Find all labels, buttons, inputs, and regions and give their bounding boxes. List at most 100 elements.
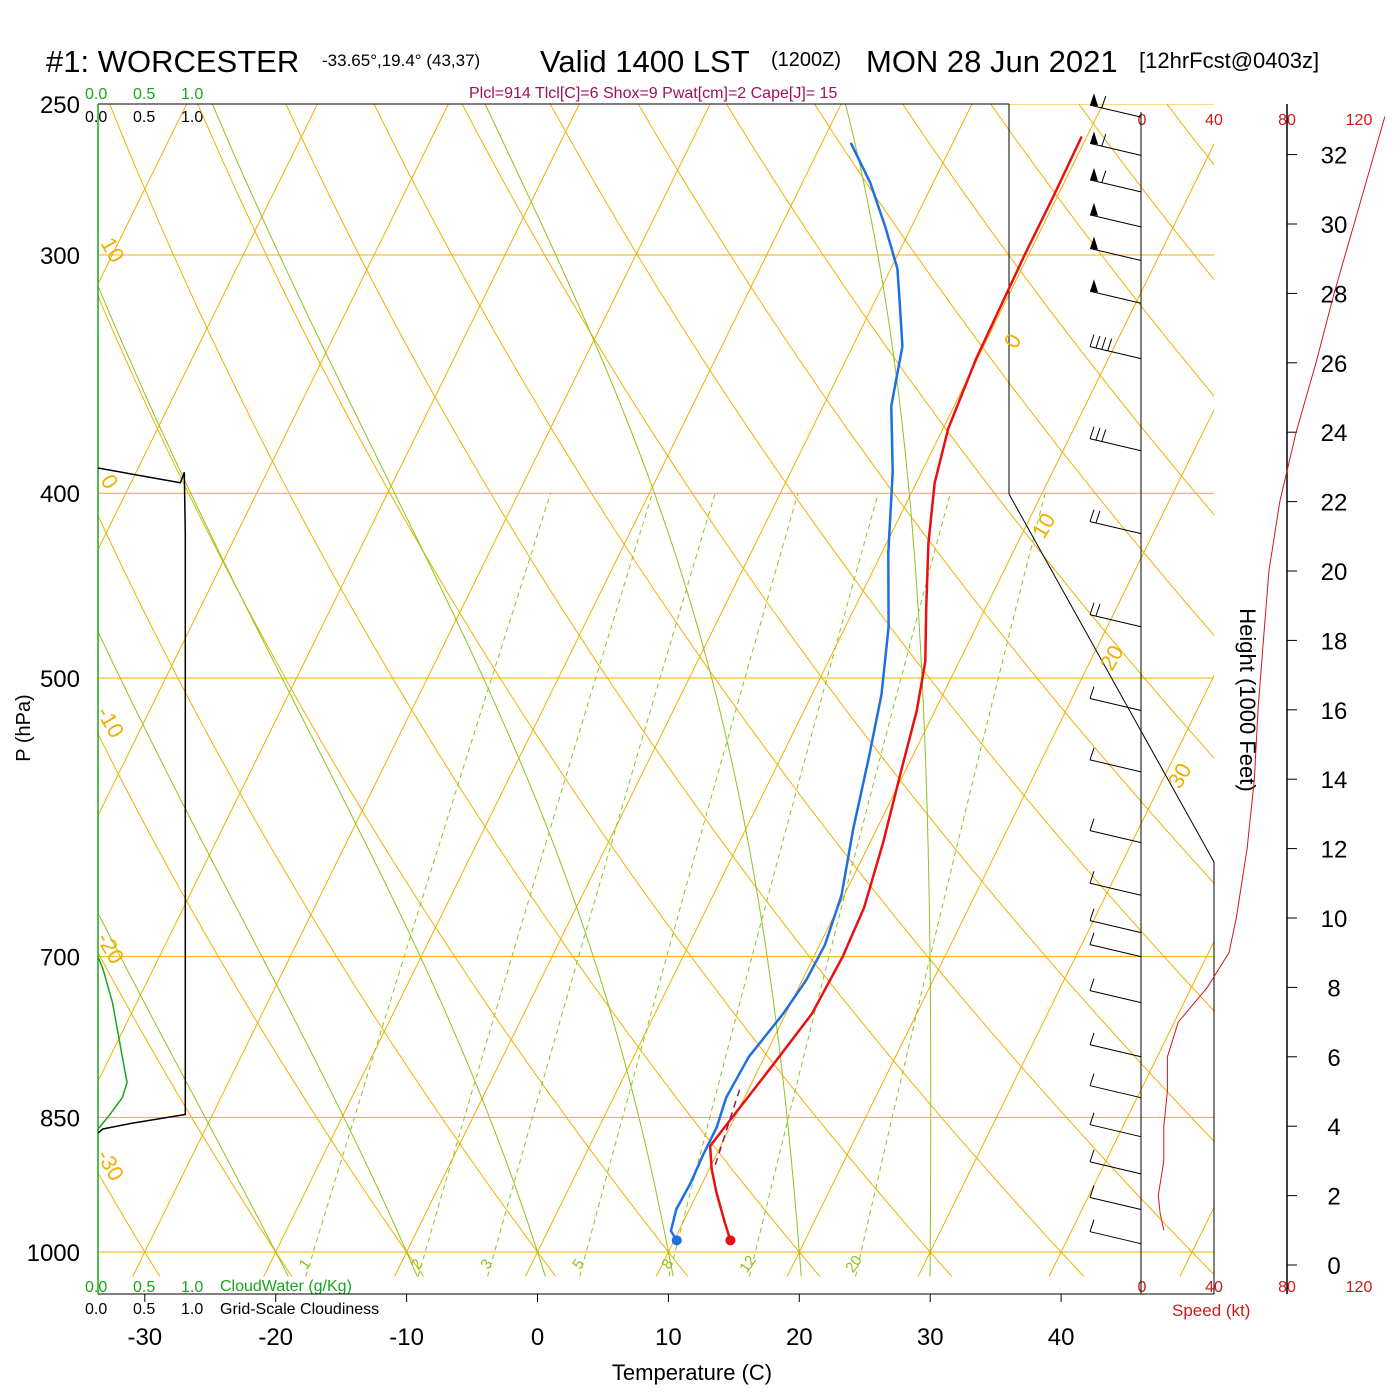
dry-adiabat-line — [902, 104, 1214, 516]
dewpoint-profile — [669, 142, 904, 1241]
moist-adiabat-line — [98, 630, 418, 1277]
frame-right — [1008, 104, 1215, 1294]
wind-barb — [1089, 334, 1142, 360]
isotherm-line — [524, 104, 1104, 1277]
isotherm-label: 10 — [96, 233, 130, 267]
forecast-date: MON 28 Jun 2021 — [866, 44, 1118, 79]
wind-barb — [1089, 1112, 1142, 1138]
wind-barb — [1089, 167, 1142, 193]
height-tick-label: 20 — [1321, 559, 1348, 586]
wind-barb-staff — [1089, 346, 1142, 360]
wind-barb-staff — [1089, 1124, 1142, 1138]
dry-adiabat-line — [990, 104, 1214, 397]
isotherm-line — [1311, 104, 1400, 1276]
wind-barb-staff — [1089, 759, 1142, 773]
wind-speed-profile — [1157, 116, 1386, 1231]
height-tick-label: 12 — [1321, 837, 1348, 864]
dry-adiabat-line — [197, 104, 953, 1277]
wind-speed-scale-bottom: 0 40 80 120 — [1138, 1279, 1373, 1296]
moist-adiabat-line — [211, 104, 674, 1277]
wind-barb — [1089, 1185, 1142, 1211]
wind-barb — [1089, 1219, 1142, 1245]
wind-barb-staff — [1089, 1161, 1142, 1175]
wind-barb-feather — [1089, 978, 1095, 991]
height-tick-label: 22 — [1321, 490, 1348, 517]
moist-adiabat-line — [98, 284, 546, 1277]
wind-barb-staff — [1089, 697, 1142, 711]
wind-barb-staff — [1089, 142, 1142, 156]
surface-dewpoint-marker — [671, 1235, 682, 1246]
cloudwater-tick-label: 0.0 — [85, 86, 107, 103]
wind-barb — [1089, 686, 1142, 711]
wind-barb — [1089, 602, 1142, 628]
dry-adiabat-line — [461, 104, 1214, 1143]
zulu-time: (1200Z) — [771, 49, 841, 71]
cloudwater-tick-label: 0.0 — [85, 1279, 107, 1296]
mixing-ratio-label: 12 — [736, 1252, 759, 1275]
x-tick-label: 10 — [655, 1324, 682, 1351]
wind-barb-staff — [1089, 1085, 1142, 1099]
isotherm-line — [132, 104, 711, 1277]
wind-barb — [1089, 908, 1142, 934]
mixing-ratio-label: 8 — [658, 1256, 677, 1273]
wind-barb-feather — [1095, 335, 1101, 349]
mixing-ratio-line — [417, 493, 653, 1277]
wind-barb-feather — [1101, 133, 1107, 147]
wind-barb — [1089, 818, 1142, 844]
x-tick-label: -10 — [389, 1324, 424, 1351]
x-tick-label: 30 — [917, 1324, 944, 1351]
wind-speed-tick: 0 — [1138, 112, 1147, 129]
pressure-tick-label: 300 — [40, 243, 80, 270]
moist-adiabat-line — [844, 104, 932, 1277]
isotherm-label: 0 — [999, 329, 1027, 352]
wind-speed-tick: 40 — [1205, 112, 1223, 129]
sounding-profiles — [669, 135, 1083, 1246]
wind-barb — [1089, 93, 1142, 118]
isotherm-line — [655, 143, 1214, 1277]
isotherm-line — [917, 674, 1214, 1277]
wind-barb-feather — [1089, 747, 1095, 761]
wind-barb-feather — [1089, 426, 1095, 439]
wind-barb-feather — [1089, 908, 1095, 921]
height-tick-label: 2 — [1327, 1184, 1340, 1211]
isotherm-line — [98, 104, 449, 817]
wind-barb-feather — [1089, 1149, 1095, 1163]
dry-adiabat-line — [98, 514, 557, 1277]
height-tick-label: 8 — [1327, 975, 1340, 1002]
wind-barb-feather — [1089, 1032, 1095, 1045]
pressure-tick-label: 700 — [40, 945, 80, 972]
wind-barb-staff — [1089, 920, 1142, 934]
wind-barb-feather — [1089, 1073, 1095, 1086]
cloudiness-tick-label: 1.0 — [181, 1301, 203, 1318]
wind-barb-staff — [1089, 882, 1142, 896]
station-coords: -33.65°,19.4° (43,37) — [322, 51, 480, 70]
wind-barb-feather — [1089, 509, 1095, 522]
x-tick-label: -30 — [127, 1324, 162, 1351]
side-panel-top-scale: 0.0 0.5 1.0 0.0 0.5 1.0 — [85, 86, 203, 126]
wind-barb-feather — [1095, 427, 1101, 441]
wind-barb — [1089, 1149, 1142, 1175]
wind-barb-feather — [1089, 932, 1095, 945]
mixing-ratio-line — [579, 493, 799, 1277]
pressure-tick-label: 400 — [40, 481, 80, 508]
dry-adiabat-line — [725, 104, 1214, 759]
wind-barb-staff — [1089, 614, 1142, 628]
isotherm-label: 20 — [1095, 641, 1129, 675]
dry-adiabat-line — [98, 951, 293, 1277]
moist-adiabat-line — [98, 911, 289, 1277]
wind-barbs — [1089, 93, 1142, 1294]
pressure-tick-label: 1000 — [27, 1240, 80, 1267]
wind-barb-feather — [1089, 818, 1095, 831]
mixing-ratio-line — [855, 493, 1046, 1277]
wind-barb-feather — [1101, 337, 1107, 350]
stability-indices: Plcl=914 Tlcl[C]=6 Shox=9 Pwat[cm]=2 Cap… — [469, 85, 837, 102]
dry-adiabat-line — [98, 294, 689, 1277]
wind-speed-scale-top: 0 40 80 120 — [1138, 112, 1373, 129]
x-tick-label: -20 — [258, 1324, 293, 1351]
mixing-ratio-label: 20 — [842, 1252, 865, 1275]
cloudiness-tick-label: 1.0 — [181, 109, 203, 126]
wind-barb-pennant — [1090, 279, 1098, 293]
height-axis-title: Height (1000 Feet) — [1235, 608, 1260, 791]
